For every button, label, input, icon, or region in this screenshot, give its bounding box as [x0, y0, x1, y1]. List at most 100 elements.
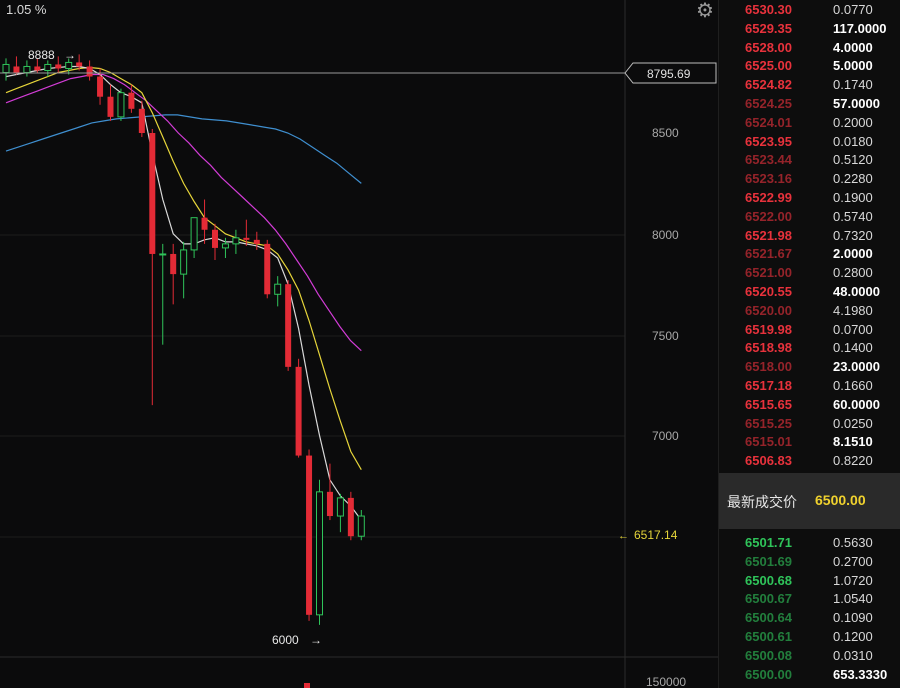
- bid-quantity: 1.0540: [833, 591, 873, 607]
- ma-yellow-line: [5, 66, 362, 470]
- ask-row[interactable]: 6515.65 60.0000: [719, 395, 900, 414]
- ask-row[interactable]: 6529.35 117.0000: [719, 19, 900, 38]
- ask-row[interactable]: 6506.83 0.8220: [719, 451, 900, 470]
- ask-row[interactable]: 6521.00 0.2800: [719, 263, 900, 282]
- ask-price: 6521.67: [745, 246, 792, 262]
- ask-row[interactable]: 6523.44 0.5120: [719, 150, 900, 169]
- percent-label: 1.05 %: [6, 2, 47, 17]
- ask-quantity: 48.0000: [833, 283, 880, 299]
- candle-body: [357, 515, 365, 537]
- candle-body: [306, 455, 313, 615]
- candle-body: [221, 243, 229, 249]
- candle-body: [232, 237, 240, 245]
- ask-row[interactable]: 6524.82 0.1740: [719, 75, 900, 94]
- ask-price: 6522.99: [745, 189, 792, 205]
- ask-quantity: 0.1900: [833, 189, 873, 205]
- candle: [97, 68, 104, 105]
- candle-body: [201, 217, 208, 230]
- volume-tick: 150000: [646, 675, 686, 688]
- bid-quantity: 0.1200: [833, 628, 873, 644]
- bid-price: 6501.71: [745, 534, 792, 550]
- bid-quantity: 0.2700: [833, 553, 873, 569]
- candle: [65, 58, 73, 75]
- candle-body: [347, 497, 354, 537]
- ask-row[interactable]: 6523.16 0.2280: [719, 169, 900, 188]
- ask-price: 6523.16: [745, 171, 792, 187]
- ask-row[interactable]: 6522.00 0.5740: [719, 207, 900, 226]
- bid-price: 6500.67: [745, 591, 792, 607]
- ask-quantity: 23.0000: [833, 359, 880, 375]
- ask-quantity: 5.0000: [833, 58, 873, 74]
- candle: [107, 84, 114, 121]
- ask-row[interactable]: 6515.01 8.1510: [719, 432, 900, 451]
- bid-quantity: 0.0310: [833, 647, 873, 663]
- candle: [128, 84, 135, 113]
- last-price-arrow: ←: [618, 530, 629, 542]
- candle: [326, 463, 333, 521]
- candle: [117, 88, 125, 121]
- candle: [295, 358, 302, 458]
- candlestick-chart[interactable]: 8795.69 8500 8000 7500 7000 150000 ← 651…: [0, 0, 718, 688]
- candle-body: [285, 284, 292, 367]
- gear-icon[interactable]: ⚙: [696, 0, 714, 22]
- price-tick-8500: 8500: [652, 126, 679, 140]
- ask-row[interactable]: 6525.00 5.0000: [719, 56, 900, 75]
- ask-row[interactable]: 6530.30 0.0770: [719, 0, 900, 19]
- candle-body: [274, 283, 282, 295]
- ask-row[interactable]: 6515.25 0.0250: [719, 414, 900, 433]
- candle-body: [295, 366, 302, 456]
- ask-quantity: 4.0000: [833, 39, 873, 55]
- candle: [232, 229, 240, 254]
- ask-quantity: 0.0180: [833, 133, 873, 149]
- bid-row[interactable]: 6500.68 1.0720: [719, 571, 900, 590]
- candle-body: [117, 92, 125, 118]
- ask-quantity: 0.0250: [833, 415, 873, 431]
- bid-price: 6499.08: [745, 685, 792, 688]
- ask-row[interactable]: 6517.18 0.1660: [719, 376, 900, 395]
- ask-price: 6506.83: [745, 453, 792, 469]
- ask-row[interactable]: 6521.67 2.0000: [719, 244, 900, 263]
- ask-row[interactable]: 6528.00 4.0000: [719, 38, 900, 57]
- bid-row[interactable]: 6501.71 0.5630: [719, 533, 900, 552]
- ask-row[interactable]: 6520.55 48.0000: [719, 282, 900, 301]
- ask-row[interactable]: 6524.25 57.0000: [719, 94, 900, 113]
- candle-body: [190, 217, 198, 251]
- bid-row[interactable]: 6499.08 0.0640: [719, 683, 900, 688]
- candle: [306, 449, 313, 621]
- ask-row[interactable]: 6523.95 0.0180: [719, 132, 900, 151]
- bid-row[interactable]: 6500.64 0.1090: [719, 608, 900, 627]
- ask-price: 6521.98: [745, 227, 792, 243]
- low-label: 6000: [272, 633, 299, 647]
- ask-price: 6523.95: [745, 133, 792, 149]
- ask-row[interactable]: 6524.01 0.2000: [719, 113, 900, 132]
- ask-price: 6524.82: [745, 77, 792, 93]
- candle: [55, 56, 62, 73]
- candle-body: [336, 497, 344, 517]
- ma-magenta-line: [5, 73, 362, 352]
- candle-body: [138, 108, 145, 133]
- candle-body: [253, 239, 260, 244]
- bid-row[interactable]: 6500.08 0.0310: [719, 646, 900, 665]
- bid-price: 6500.08: [745, 647, 792, 663]
- bid-price: 6500.61: [745, 628, 792, 644]
- ask-row[interactable]: 6522.99 0.1900: [719, 188, 900, 207]
- candle: [190, 217, 198, 258]
- bid-row[interactable]: 6500.00 653.3330: [719, 665, 900, 684]
- ask-price: 6515.01: [745, 434, 792, 450]
- candle: [357, 509, 365, 541]
- ask-row[interactable]: 6518.98 0.1400: [719, 338, 900, 357]
- ask-row[interactable]: 6518.00 23.0000: [719, 357, 900, 376]
- candle-body: [107, 96, 114, 117]
- ask-row[interactable]: 6521.98 0.7320: [719, 226, 900, 245]
- candle: [347, 491, 354, 541]
- ask-row[interactable]: 6520.00 4.1980: [719, 301, 900, 320]
- bid-row[interactable]: 6500.61 0.1200: [719, 627, 900, 646]
- bid-row[interactable]: 6501.69 0.2700: [719, 552, 900, 571]
- ask-row[interactable]: 6519.98 0.0700: [719, 320, 900, 339]
- ask-list: 6530.30 0.0770 6529.35 117.0000 6528.00 4.000…: [719, 0, 900, 470]
- bid-row[interactable]: 6500.67 1.0540: [719, 589, 900, 608]
- candle-body: [76, 62, 83, 67]
- candle-body: [180, 249, 188, 275]
- candle-body: [44, 63, 52, 72]
- high-label: 8888: [28, 48, 55, 62]
